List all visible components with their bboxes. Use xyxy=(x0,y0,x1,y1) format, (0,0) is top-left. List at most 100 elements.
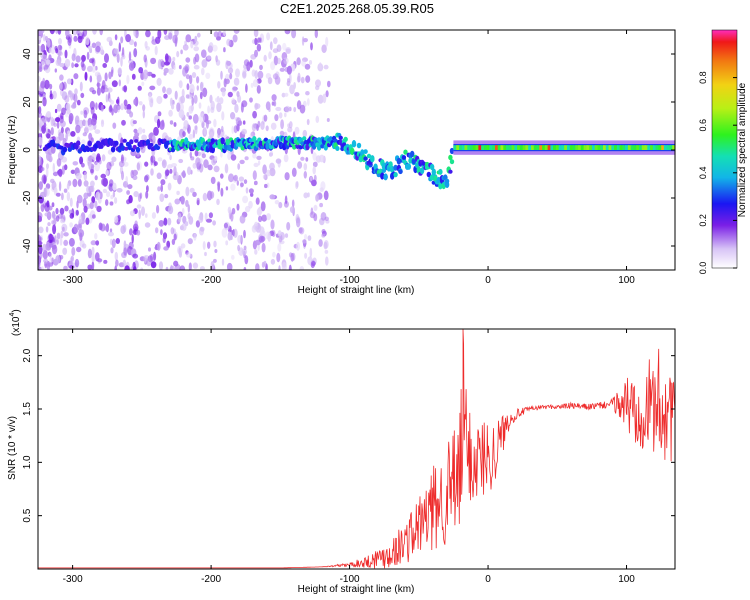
noise-speckle xyxy=(82,30,88,37)
noise-speckle xyxy=(84,120,89,128)
noise-speckle xyxy=(55,255,61,264)
noise-speckle xyxy=(221,125,224,133)
noise-speckle xyxy=(59,236,63,246)
carrier-mark xyxy=(333,138,338,144)
noise-speckle xyxy=(271,94,277,102)
noise-speckle xyxy=(158,220,165,227)
noise-speckle xyxy=(160,60,165,68)
noise-speckle xyxy=(116,99,119,104)
carrier-core xyxy=(456,145,461,150)
noise-speckle xyxy=(321,233,326,238)
noise-speckle xyxy=(150,57,157,65)
noise-speckle xyxy=(254,70,258,79)
noise-speckle xyxy=(241,248,247,255)
carrier-core xyxy=(639,145,644,150)
noise-speckle xyxy=(171,100,175,106)
noise-speckle xyxy=(145,213,148,218)
noise-speckle xyxy=(223,30,226,37)
noise-speckle xyxy=(318,154,325,163)
noise-speckle xyxy=(253,180,258,186)
noise-speckle xyxy=(192,191,197,197)
noise-speckle xyxy=(262,174,266,179)
noise-speckle xyxy=(259,64,263,71)
carrier-core xyxy=(483,145,489,150)
noise-speckle xyxy=(310,42,313,51)
noise-speckle xyxy=(63,232,69,237)
noise-speckle xyxy=(282,42,287,51)
noise-speckle xyxy=(258,215,263,223)
bottom-y-axis-label: SNR (10 * v/v) xyxy=(7,416,18,480)
noise-speckle xyxy=(201,67,205,76)
noise-speckle xyxy=(96,87,101,96)
noise-speckle xyxy=(325,256,329,266)
noise-speckle xyxy=(43,64,49,70)
noise-speckle xyxy=(229,73,233,80)
noise-speckle xyxy=(89,58,94,64)
noise-speckle xyxy=(288,252,293,258)
noise-speckle xyxy=(296,181,299,188)
noise-speckle xyxy=(87,264,93,270)
carrier-core xyxy=(459,145,464,150)
carrier-mark xyxy=(155,145,161,150)
noise-speckle xyxy=(302,239,307,244)
noise-speckle xyxy=(217,133,220,139)
x-tick-label: 100 xyxy=(618,275,635,286)
carrier-core xyxy=(647,145,652,150)
noise-speckle xyxy=(187,212,191,220)
noise-speckle xyxy=(213,31,219,38)
carrier-core xyxy=(550,145,555,150)
noise-speckle xyxy=(206,190,213,201)
noise-speckle xyxy=(255,263,260,270)
noise-speckle xyxy=(91,253,95,263)
carrier-mark xyxy=(170,147,176,153)
noise-speckle xyxy=(314,30,318,39)
noise-speckle xyxy=(155,36,161,44)
noise-speckle xyxy=(185,57,191,63)
noise-speckle xyxy=(159,58,164,68)
noise-speckle xyxy=(243,267,247,270)
noise-speckle xyxy=(173,122,177,127)
carrier-mark xyxy=(449,159,455,165)
noise-speckle xyxy=(186,83,190,91)
noise-speckle xyxy=(104,72,108,82)
noise-speckle xyxy=(61,165,65,175)
carrier-mark xyxy=(448,169,453,174)
carrier-core xyxy=(578,145,583,150)
carrier-mark xyxy=(62,146,68,153)
noise-speckle xyxy=(38,36,42,41)
noise-speckle xyxy=(51,241,57,250)
noise-speckle xyxy=(297,161,303,169)
noise-speckle xyxy=(315,194,319,202)
carrier-mark xyxy=(300,141,305,146)
noise-speckle xyxy=(299,104,306,114)
noise-speckle xyxy=(235,68,240,78)
carrier-core xyxy=(561,145,566,150)
noise-speckle xyxy=(196,85,199,91)
noise-speckle xyxy=(145,191,149,199)
noise-speckle xyxy=(45,167,49,178)
noise-speckle xyxy=(113,48,119,55)
noise-speckle xyxy=(38,240,43,246)
noise-speckle xyxy=(182,215,187,224)
noise-speckle xyxy=(87,65,93,72)
noise-speckle xyxy=(133,41,137,47)
noise-speckle xyxy=(299,266,304,270)
noise-speckle xyxy=(178,80,183,89)
noise-speckle xyxy=(109,104,113,112)
noise-speckle xyxy=(144,175,149,183)
noise-speckle xyxy=(242,71,247,79)
carrier-mark xyxy=(444,178,450,184)
noise-speckle xyxy=(164,193,169,199)
noise-speckle xyxy=(185,34,192,43)
noise-speckle xyxy=(270,61,276,71)
noise-speckle xyxy=(150,155,154,166)
carrier-core xyxy=(536,145,541,150)
noise-speckle xyxy=(74,63,79,68)
noise-speckle xyxy=(286,80,291,87)
noise-speckle xyxy=(174,198,181,205)
noise-speckle xyxy=(55,117,61,123)
noise-speckle xyxy=(59,207,65,215)
noise-speckle xyxy=(297,72,301,83)
noise-speckle xyxy=(303,171,307,179)
x-tick-label: 0 xyxy=(485,275,491,286)
